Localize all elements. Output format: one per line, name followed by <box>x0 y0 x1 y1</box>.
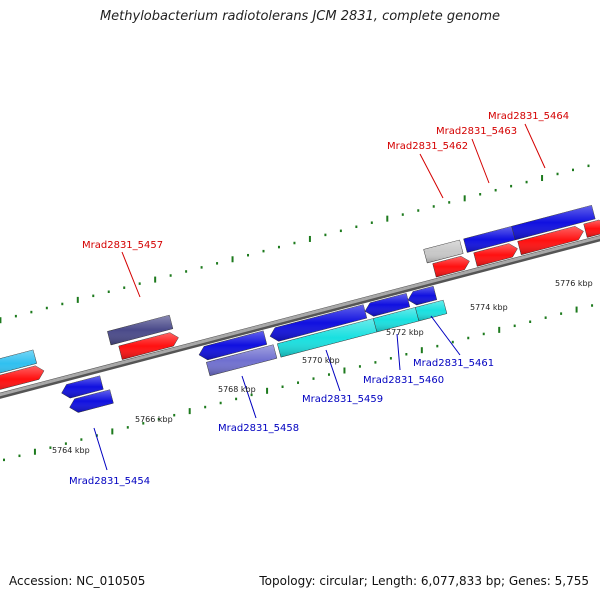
gene-arrow-shade <box>517 226 584 255</box>
gene-arrow-shade <box>206 344 277 376</box>
leader-line <box>93 427 108 471</box>
leader-line <box>524 123 546 169</box>
scale-label: 5772 kbp <box>386 328 424 337</box>
gene-label[interactable]: Mrad2831_5461 <box>413 358 494 369</box>
leader-line <box>396 333 401 371</box>
label-leader-lines <box>93 123 546 471</box>
leader-line <box>241 375 257 419</box>
leader-line <box>430 315 461 356</box>
genome-backbone <box>0 235 600 399</box>
gene-arrow-shade <box>365 293 410 317</box>
gene-arrow-shade <box>199 330 267 360</box>
gene-label[interactable]: Mrad2831_5458 <box>218 423 299 434</box>
gene-label[interactable]: Mrad2831_5463 <box>436 126 517 137</box>
scale-label: 5764 kbp <box>52 446 90 455</box>
forward-gene-labels: Mrad2831_5457 Mrad2831_5462 Mrad2831_546… <box>82 111 569 251</box>
gene-arrow-shade <box>277 318 377 358</box>
gene-arrow-shade <box>473 243 518 267</box>
gene-features <box>0 204 600 413</box>
scale-label: 5766 kbp <box>135 415 173 424</box>
tick-marks <box>0 164 594 462</box>
gene-arrow-shade <box>69 389 114 413</box>
leader-line <box>471 138 490 184</box>
accession-text: Accession: NC_010505 <box>9 574 146 588</box>
scale-label: 5774 kbp <box>470 303 508 312</box>
gene-arrow-shade <box>107 315 173 345</box>
gene-arrow-shade <box>61 375 104 399</box>
gene-label[interactable]: Mrad2831_5454 <box>69 476 150 487</box>
gene-arrow-shade <box>270 304 367 342</box>
gene-arrow-shade <box>583 220 600 238</box>
gene-arrow-shade <box>118 332 179 360</box>
gene-label[interactable]: Mrad2831_5460 <box>363 375 444 386</box>
gene-arrow-shade <box>463 226 516 253</box>
leader-line <box>419 153 444 199</box>
gene-arrow-shade <box>415 300 447 321</box>
gene-label[interactable]: Mrad2831_5462 <box>387 141 468 152</box>
scale-labels: 5764 kbp 5766 kbp 5768 kbp 5770 kbp 5772… <box>52 279 593 455</box>
scale-label: 5768 kbp <box>218 385 256 394</box>
reverse-gene-labels: Mrad2831_5454 Mrad2831_5458 Mrad2831_545… <box>69 358 494 487</box>
gene-arrow-shade <box>432 256 470 278</box>
gene-arrow-shade <box>408 286 437 305</box>
leader-line <box>121 251 141 298</box>
gene-arrow-shade <box>373 307 419 332</box>
gene-label[interactable]: Mrad2831_5464 <box>488 111 569 122</box>
scale-label: 5770 kbp <box>302 356 340 365</box>
map-title: Methylobacterium radiotolerans JCM 2831,… <box>99 9 501 24</box>
leader-line <box>325 349 341 392</box>
gene-arrow-shade <box>0 349 37 374</box>
gene-label[interactable]: Mrad2831_5457 <box>82 240 163 251</box>
gene-label[interactable]: Mrad2831_5459 <box>302 394 383 405</box>
scale-label: 5776 kbp <box>555 279 593 288</box>
gene-arrow-shade <box>511 205 596 240</box>
genome-summary-text: Topology: circular; Length: 6,077,833 bp… <box>259 574 589 588</box>
gene-arrow-shade <box>423 240 464 263</box>
gene-arrow-shade <box>0 365 44 390</box>
